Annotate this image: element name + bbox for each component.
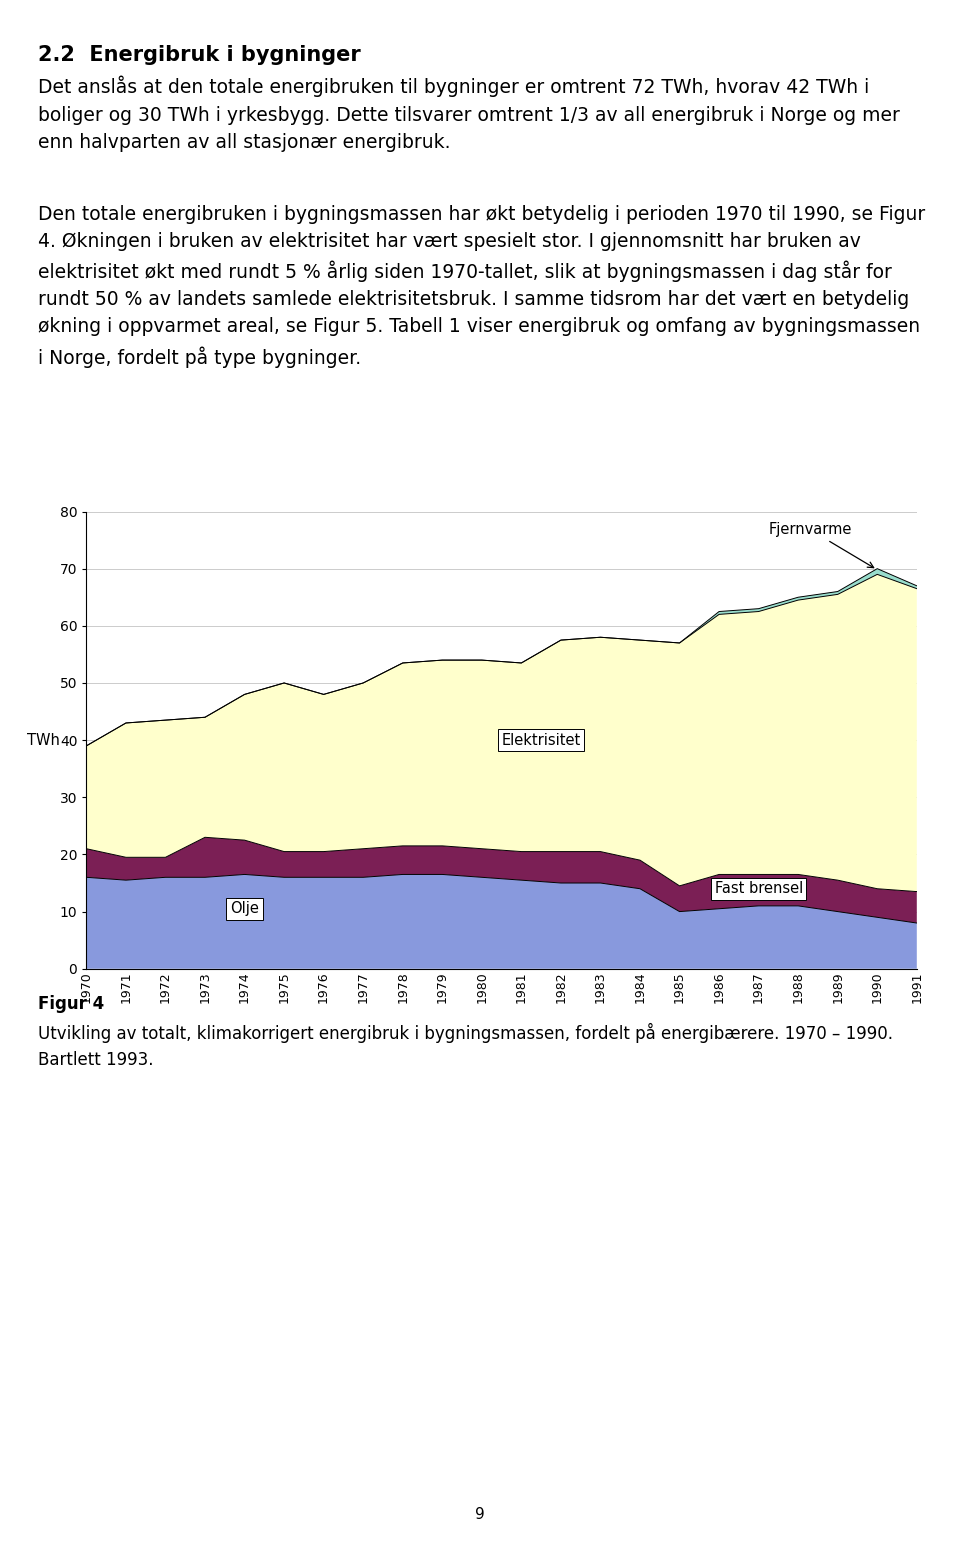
Y-axis label: TWh: TWh: [27, 733, 60, 747]
Text: Den totale energibruken i bygningsmassen har økt betydelig i perioden 1970 til 1: Den totale energibruken i bygningsmassen…: [38, 205, 925, 367]
Text: Figur 4: Figur 4: [38, 995, 105, 1014]
Text: Elektrisitet: Elektrisitet: [501, 733, 581, 747]
Text: Det anslås at den totale energibruken til bygninger er omtrent 72 TWh, hvorav 42: Det anslås at den totale energibruken ti…: [38, 76, 900, 152]
Text: Bartlett 1993.: Bartlett 1993.: [38, 1051, 154, 1070]
Text: Utvikling av totalt, klimakorrigert energibruk i bygningsmassen, fordelt på ener: Utvikling av totalt, klimakorrigert ener…: [38, 1023, 894, 1043]
Text: Olje: Olje: [230, 901, 259, 916]
Text: Fjernvarme: Fjernvarme: [768, 522, 874, 567]
Text: 2.2  Energibruk i bygninger: 2.2 Energibruk i bygninger: [38, 45, 361, 65]
Text: Fast brensel: Fast brensel: [714, 882, 803, 896]
Text: 9: 9: [475, 1507, 485, 1522]
